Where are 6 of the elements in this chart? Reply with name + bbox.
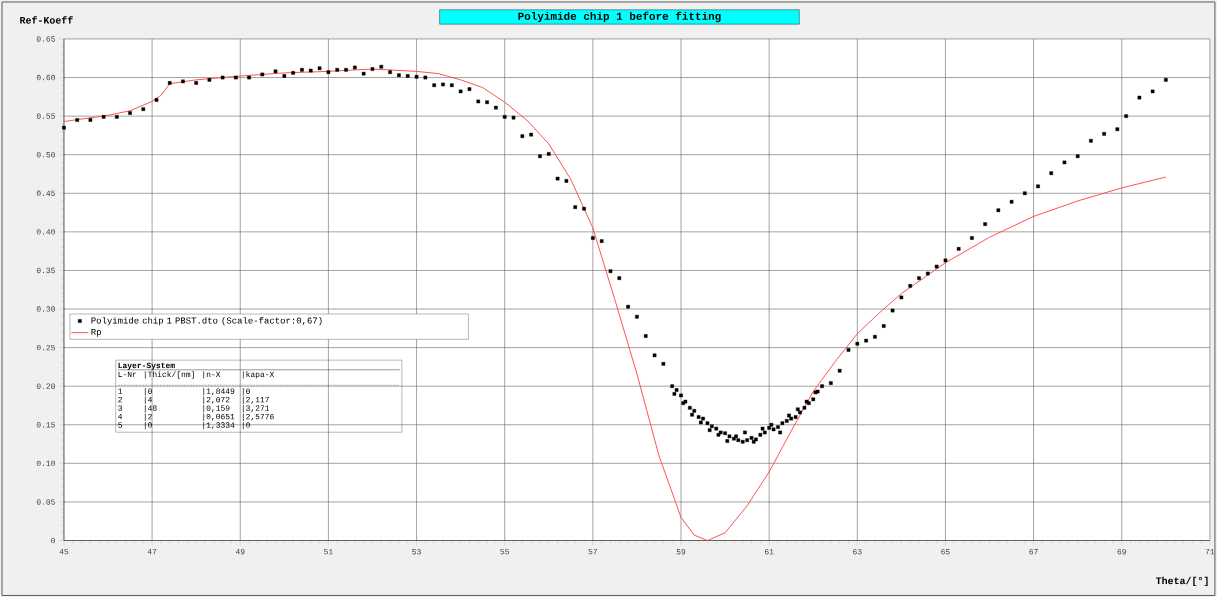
y-axis-title: Ref-Koeff [20,16,73,24]
line-series [63,68,1167,541]
chart-title: Polyimide chip 1 before fitting [518,11,721,22]
legend-label: Rp [91,328,101,337]
legend-label: Polyimide chip 1 PBST.dto (Scale-factor:0,67) [91,316,322,326]
x-axis-title: Theta/[°] [1155,576,1208,586]
